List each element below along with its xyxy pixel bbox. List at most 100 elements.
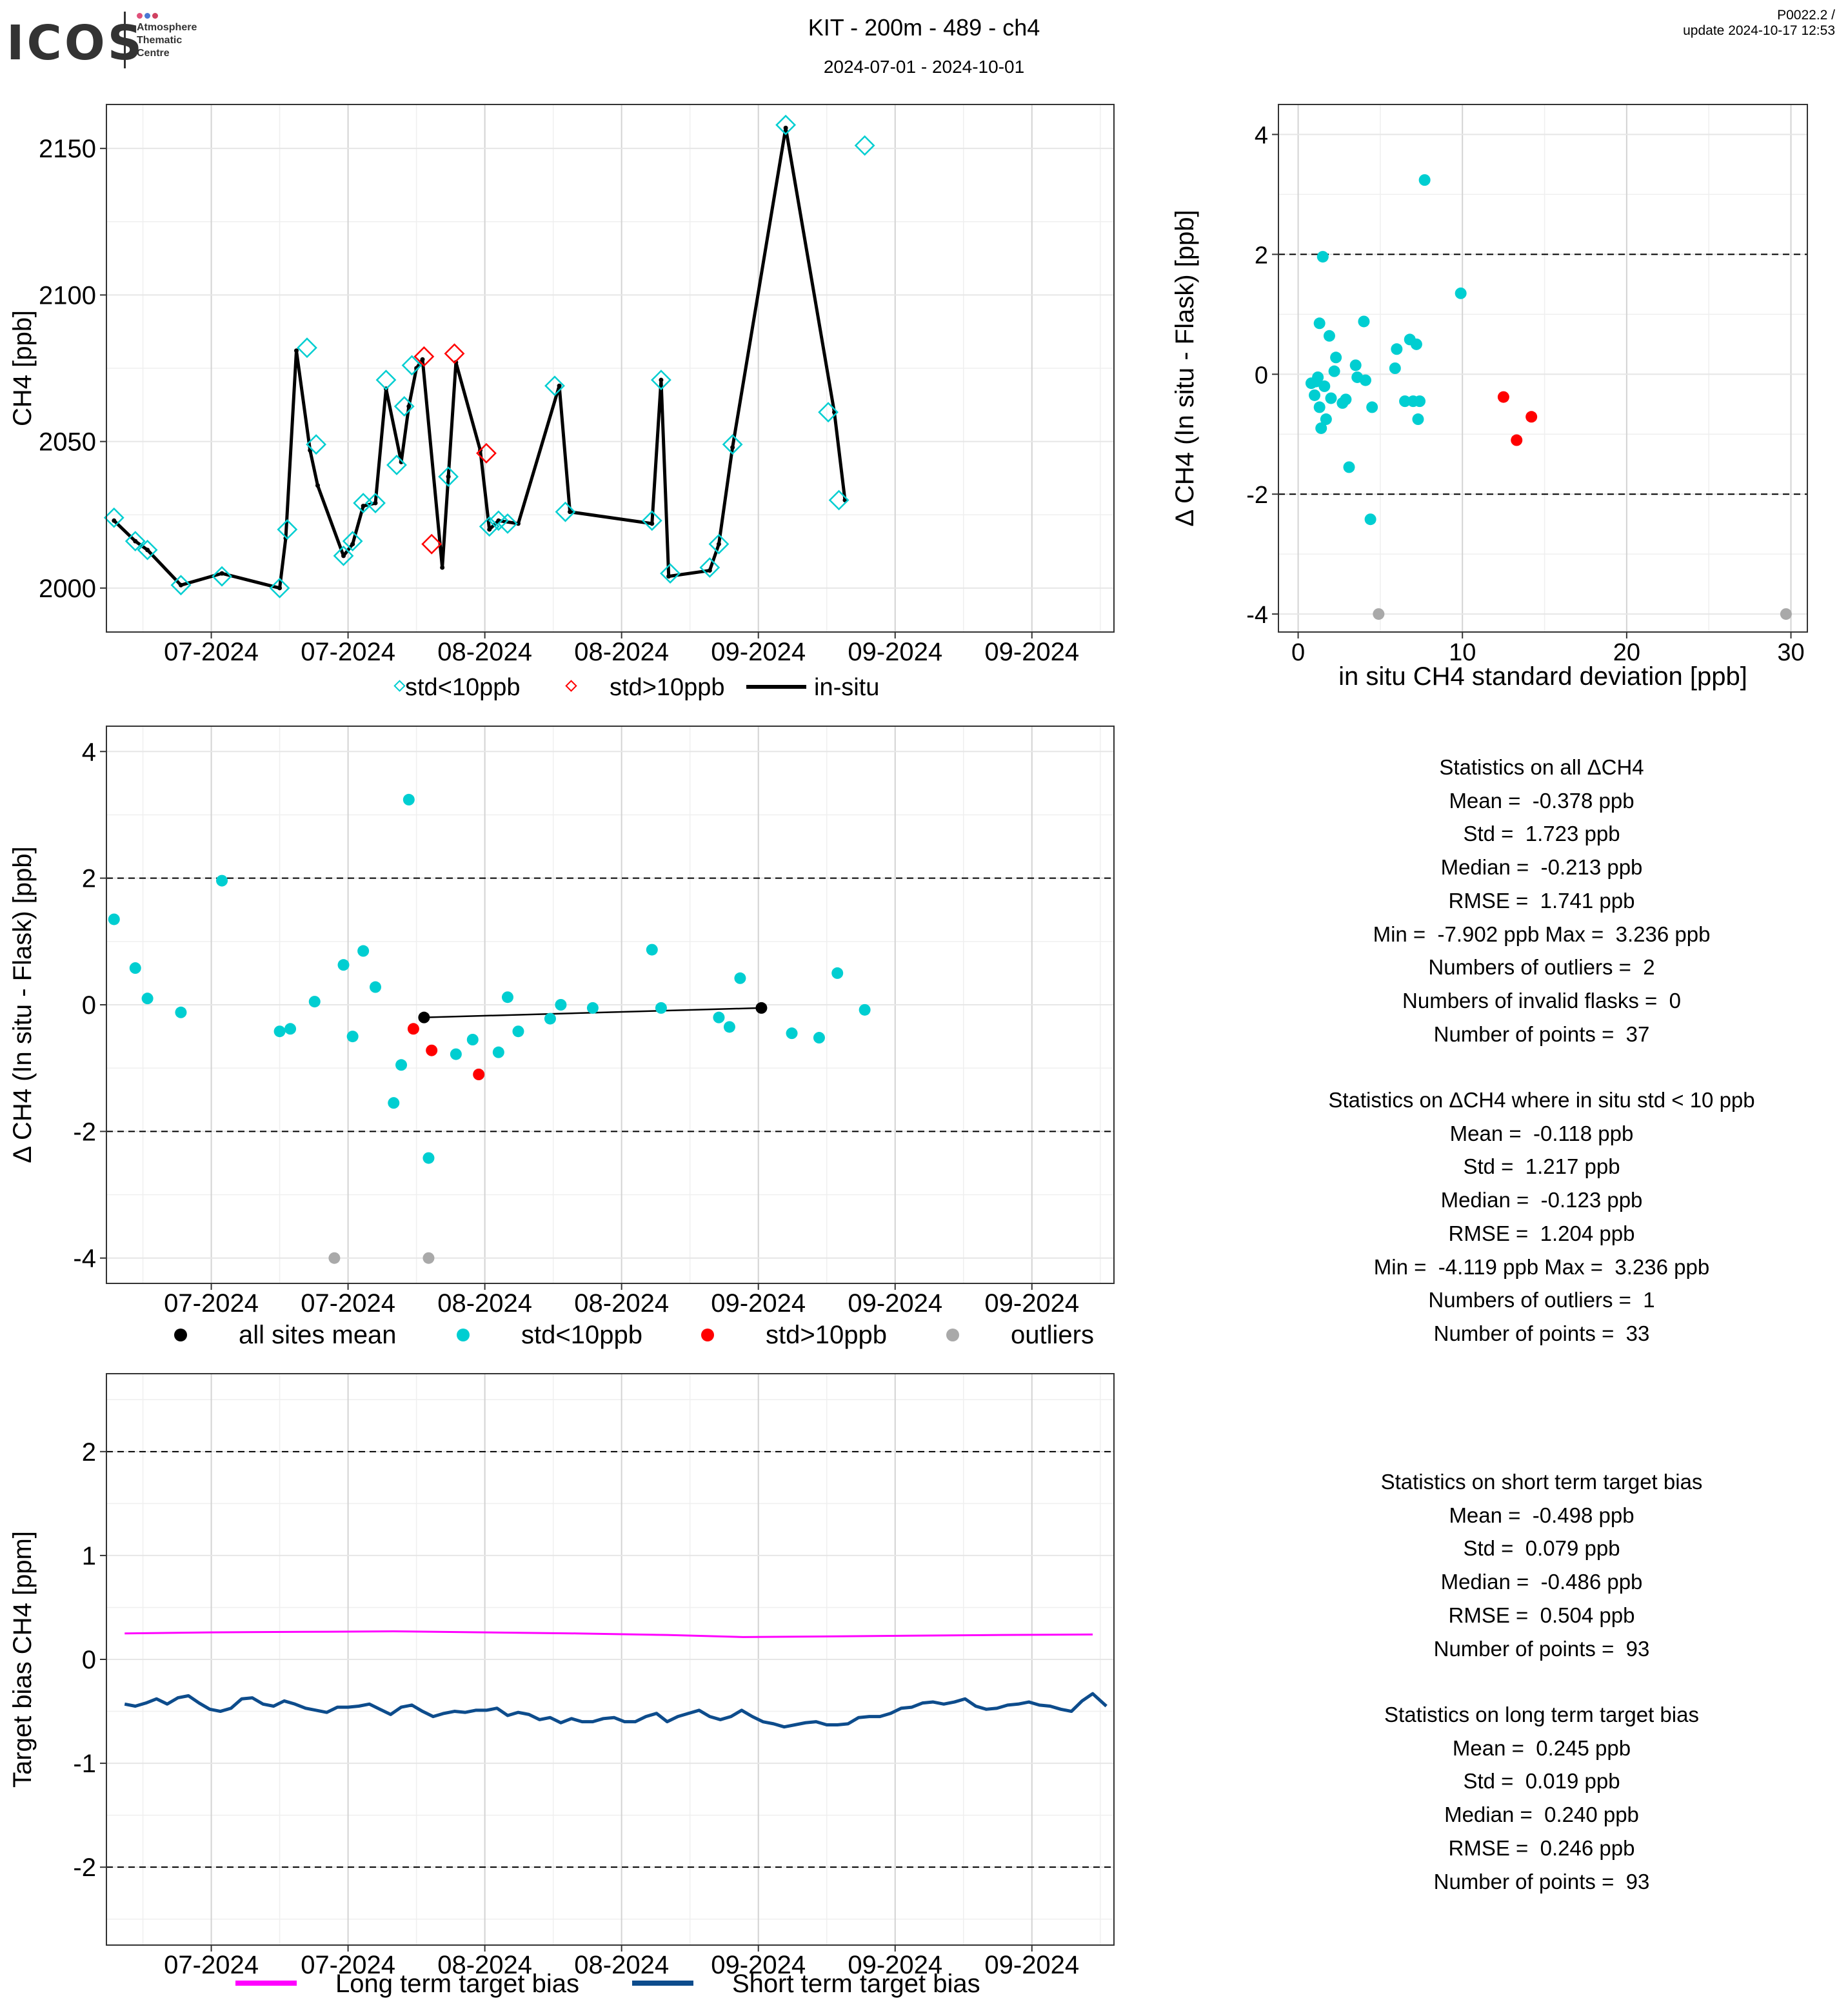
std-lt10-point bbox=[512, 1025, 524, 1038]
insitu-point bbox=[557, 383, 562, 388]
std-lt10-diamond bbox=[212, 566, 232, 587]
legend-short-term-label: Short term target bias bbox=[732, 1970, 980, 1998]
std-lt10-diamond bbox=[438, 466, 459, 488]
std-lt10-point bbox=[1318, 380, 1331, 392]
insitu-point bbox=[650, 521, 655, 526]
logo-dots-icon bbox=[137, 10, 160, 22]
delta-timeseries-legend: all sites mean std<10ppb std>10ppb outli… bbox=[174, 1321, 1094, 1349]
page-subtitle: 2024-07-01 - 2024-10-01 bbox=[823, 57, 1025, 77]
std-lt10-diamond bbox=[137, 539, 158, 560]
insitu-point bbox=[446, 474, 451, 479]
stats-long-points: Number of points = 93 bbox=[1433, 1869, 1650, 1893]
std-gt10-point bbox=[407, 1023, 419, 1035]
logo-line-2: Thematic bbox=[137, 35, 183, 46]
insitu-point bbox=[487, 527, 492, 532]
stats-std10-rmse: RMSE = 1.204 ppb bbox=[1448, 1221, 1635, 1245]
std-lt10-point bbox=[734, 972, 746, 984]
insitu-point bbox=[666, 574, 671, 579]
delta-timeseries-xtick-label: 07-2024 bbox=[301, 1289, 395, 1318]
stats-long-std: Std = 0.019 ppb bbox=[1463, 1769, 1620, 1794]
ch4-timeseries-marks bbox=[103, 114, 875, 598]
std-gt10-point bbox=[1525, 411, 1538, 423]
insitu-point bbox=[420, 357, 425, 362]
delta-vs-std-xlabel: in situ CH4 standard deviation [ppb] bbox=[1338, 662, 1747, 691]
std-lt10-diamond bbox=[365, 493, 386, 513]
std-lt10-point bbox=[308, 996, 321, 1008]
std-lt10-point bbox=[1391, 343, 1403, 355]
std-gt10-diamond bbox=[413, 346, 435, 367]
insitu-point bbox=[440, 565, 445, 570]
std-lt10-diamond bbox=[375, 370, 397, 391]
std-lt10-diamond bbox=[660, 563, 681, 584]
std-gt10-point bbox=[426, 1044, 438, 1056]
target-bias-legend: Long term target bias Short term target … bbox=[235, 1970, 980, 1998]
std-lt10-point bbox=[450, 1048, 462, 1060]
std-lt10-point bbox=[175, 1006, 187, 1018]
target-bias-ytick-label: 1 bbox=[82, 1542, 96, 1570]
std-lt10-point bbox=[1349, 359, 1362, 371]
legend-insitu-label: in-situ bbox=[814, 674, 879, 701]
insitu-point bbox=[515, 521, 521, 526]
delta-timeseries-xtick-label: 08-2024 bbox=[574, 1289, 669, 1318]
std-lt10-diamond bbox=[386, 455, 407, 475]
std-lt10-point bbox=[284, 1023, 297, 1035]
target-bias-marks bbox=[124, 1630, 1108, 1729]
delta-timeseries-xtick-label: 08-2024 bbox=[437, 1289, 532, 1318]
std-lt10-point bbox=[1343, 461, 1355, 473]
std-gt10-point bbox=[1497, 391, 1509, 403]
stats-std10-points: Number of points = 33 bbox=[1433, 1321, 1650, 1345]
std-lt10-point bbox=[466, 1034, 479, 1045]
logo-line-1: Atmosphere bbox=[137, 22, 197, 33]
delta-timeseries-xtick-label: 09-2024 bbox=[711, 1289, 806, 1318]
insitu-point bbox=[361, 504, 366, 509]
std-lt10-point bbox=[388, 1097, 400, 1109]
std-gt10-diamond bbox=[476, 442, 497, 464]
target-bias-xtick-label: 07-2024 bbox=[301, 1951, 395, 1979]
std-lt10-point bbox=[1359, 374, 1371, 386]
std-lt10-point bbox=[273, 1025, 286, 1038]
std-lt10-point bbox=[370, 981, 382, 993]
target-bias-ytick-label: -2 bbox=[73, 1854, 96, 1882]
insitu-point bbox=[277, 586, 283, 591]
std-lt10-point bbox=[1366, 401, 1378, 413]
std-lt10-point bbox=[402, 793, 415, 806]
delta-timeseries-chart: 07-2024 07-2024 08-2024 08-2024 09-2024 09-20… bbox=[8, 726, 1115, 1349]
version-info: P0022.2 / update 2024-10-17 12:53 bbox=[1683, 8, 1835, 39]
stats-std10-mean: Mean = -0.118 ppb bbox=[1449, 1121, 1634, 1145]
std-lt10-diamond bbox=[393, 396, 415, 417]
std-lt10-point bbox=[492, 1046, 504, 1058]
insitu-point bbox=[341, 553, 346, 559]
insitu-point bbox=[145, 548, 150, 553]
std-lt10-point bbox=[1412, 413, 1424, 426]
stats-all-invalid: Numbers of invalid flasks = 0 bbox=[1402, 988, 1681, 1013]
std-lt10-point bbox=[1309, 389, 1321, 401]
delta-vs-std-ytick-label: 0 bbox=[1255, 362, 1268, 389]
delta-timeseries-grid bbox=[106, 726, 1114, 1283]
legend-std-lt10-icon bbox=[393, 680, 406, 692]
delta-vs-std-frame bbox=[1278, 104, 1808, 633]
insitu-point bbox=[178, 582, 183, 588]
version-line-1: P0022.2 / bbox=[1777, 8, 1835, 23]
std-lt10-point bbox=[1399, 395, 1411, 408]
version-line-2: update 2024-10-17 12:53 bbox=[1683, 23, 1835, 38]
target-bias-axes: 07-2024 07-2024 08-2024 08-2024 09-2024 09-20… bbox=[73, 1438, 1079, 1979]
std-lt10-point bbox=[422, 1152, 435, 1164]
stats-all-mean: Mean = -0.378 ppb bbox=[1449, 788, 1634, 813]
delta-vs-std-xtick-label: 30 bbox=[1777, 639, 1804, 666]
delta-timeseries-ytick-label: 0 bbox=[82, 991, 96, 1020]
stats-short-points: Number of points = 93 bbox=[1433, 1636, 1650, 1661]
ch4-timeseries-xtick-label: 07-2024 bbox=[164, 638, 259, 666]
stats-short-heading: Statistics on short term target bias bbox=[1380, 1470, 1703, 1494]
std-lt10-diamond bbox=[544, 375, 565, 397]
std-lt10-diamond bbox=[103, 507, 124, 528]
ch4-timeseries-legend: std<10ppb std>10ppb in-situ bbox=[393, 674, 879, 701]
insitu-point bbox=[783, 125, 788, 130]
std-gt10-point bbox=[473, 1069, 485, 1080]
ch4-timeseries-ytick-label: 2100 bbox=[39, 281, 96, 310]
std-lt10-point bbox=[831, 967, 844, 979]
delta-timeseries-axes: 07-2024 07-2024 08-2024 08-2024 09-2024 09-20… bbox=[73, 738, 1079, 1318]
stats-std10-minmax: Min = -4.119 ppb Max = 3.236 ppb bbox=[1373, 1254, 1710, 1279]
std-lt10-diamond bbox=[497, 513, 518, 534]
stats-all-median: Median = -0.213 ppb bbox=[1440, 855, 1643, 880]
std-lt10-point bbox=[544, 1013, 556, 1025]
